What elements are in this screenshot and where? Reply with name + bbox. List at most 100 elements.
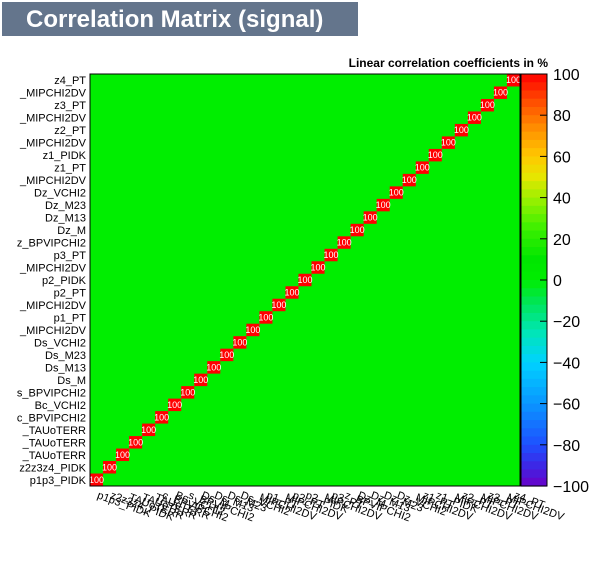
cell-value-label: 100 <box>141 425 156 435</box>
y-tick-label: _MIPCHI2DV <box>19 325 87 337</box>
colorbar-segment <box>521 74 547 83</box>
colorbar-segment <box>521 395 547 405</box>
heatmap-cell <box>506 74 520 87</box>
heatmap-cell <box>337 236 351 249</box>
heatmap-cell <box>389 186 403 199</box>
colorbar-segment <box>521 139 547 149</box>
heatmap-cell <box>493 86 507 99</box>
heatmap-cell <box>220 348 234 362</box>
cell-value-label: 100 <box>441 138 456 148</box>
z-axis-title: Linear correlation coefficients in % <box>349 56 549 70</box>
colorbar-segment <box>521 288 547 298</box>
cell-value-label: 100 <box>324 250 339 260</box>
heatmap-cell <box>415 161 429 174</box>
heatmap-cell <box>272 298 286 312</box>
y-tick-label: _MIPCHI2DV <box>19 88 87 100</box>
cell-value-label: 100 <box>219 350 234 360</box>
cell-value-label: 100 <box>311 263 326 273</box>
y-tick-label: s_BPVIPCHI2 <box>17 387 86 399</box>
heatmap-cell <box>246 323 260 337</box>
colorbar-tick-label: 80 <box>553 108 571 125</box>
colorbar-segment <box>521 403 547 413</box>
colorbar-segment <box>521 304 547 314</box>
cell-value-label: 100 <box>232 337 247 347</box>
cell-value-label: 100 <box>350 225 365 235</box>
colorbar-segment <box>521 90 547 100</box>
y-tick-label: p1p3_PIDK <box>30 475 87 487</box>
colorbar-tick-label: −80 <box>553 438 580 455</box>
colorbar-segment <box>521 263 547 273</box>
cell-value-label: 100 <box>415 163 430 173</box>
colorbar-tick-label: 60 <box>553 149 571 166</box>
y-tick-label: _MIPCHI2DV <box>19 138 87 150</box>
colorbar-segment <box>521 156 547 166</box>
heatmap-cell <box>233 336 247 349</box>
y-tick-label: Dz_M23 <box>45 200 86 212</box>
y-tick-label: Dz_VCHI2 <box>34 188 86 200</box>
colorbar-segment <box>521 444 547 454</box>
colorbar-segment <box>521 148 547 157</box>
cell-value-label: 100 <box>89 475 104 485</box>
cell-value-label: 100 <box>193 375 208 385</box>
colorbar-segment <box>521 230 547 240</box>
y-tick-label: Ds_M13 <box>45 362 86 374</box>
y-tick-label: _MIPCHI2DV <box>19 263 87 275</box>
cell-value-label: 100 <box>206 362 221 372</box>
y-tick-label: Ds_M23 <box>45 350 86 362</box>
heatmap-cell <box>155 411 169 424</box>
colorbar-segment <box>521 436 547 446</box>
colorbar-segment <box>521 82 547 92</box>
title-box: Correlation Matrix (signal) <box>2 2 358 36</box>
colorbar-segment <box>521 362 547 372</box>
cell-value-label: 100 <box>493 88 508 98</box>
colorbar-tick-label: −40 <box>553 355 580 372</box>
colorbar-segment <box>521 428 547 438</box>
x-axis-labels: p1p3_PIDKz2z3z4_PIDK_TAUoTERR_TAUoTERR_T… <box>95 489 566 524</box>
cell-value-label: 100 <box>128 437 143 447</box>
colorbar-tick-label: −100 <box>553 479 589 496</box>
cell-value-label: 100 <box>284 287 299 297</box>
colorbar-segment <box>521 469 547 479</box>
cell-value-label: 100 <box>402 175 417 185</box>
colorbar-segment <box>521 280 547 289</box>
heatmap-cell <box>376 198 390 212</box>
y-tick-label: p2_PIDK <box>42 275 87 287</box>
colorbar-segment <box>521 329 547 339</box>
colorbar-segment <box>521 420 547 429</box>
cell-value-label: 100 <box>154 412 169 422</box>
colorbar-segment <box>521 296 547 306</box>
color-bar: 100 80 60 40 20 0 −20 −40 −60 −80 −100 <box>520 67 589 496</box>
colorbar-segment <box>521 131 547 141</box>
colorbar-segment <box>521 378 547 388</box>
y-tick-label: z1_PIDK <box>43 150 87 162</box>
cell-value-label: 100 <box>454 125 469 135</box>
cell-value-label: 100 <box>389 188 404 198</box>
y-tick-label: Ds_VCHI2 <box>34 337 86 349</box>
colorbar-segment <box>521 98 547 108</box>
y-tick-label: Dz_M <box>57 225 86 237</box>
heatmap-cell <box>298 273 312 287</box>
heatmap-cell <box>324 248 338 262</box>
colorbar-segment <box>521 214 547 223</box>
colorbar-segment <box>521 312 547 322</box>
y-tick-label: _MIPCHI2DV <box>19 300 87 312</box>
colorbar-segment <box>521 181 547 190</box>
y-tick-label: _MIPCHI2DV <box>19 113 87 125</box>
colorbar-segment <box>521 477 547 487</box>
y-tick-label: _TAUoTERR <box>22 425 86 437</box>
colorbar-segment <box>521 255 547 265</box>
heatmap-cell <box>142 423 156 437</box>
heatmap-cell <box>194 373 208 387</box>
cell-value-label: 100 <box>102 462 117 472</box>
cell-value-label: 100 <box>428 150 443 160</box>
y-axis-labels: p1p3_PIDKz2z3z4_PIDK_TAUoTERR_TAUoTERR_T… <box>17 75 87 487</box>
colorbar-tick-label: 40 <box>553 191 571 208</box>
colorbar-segment <box>521 222 547 232</box>
colorbar-segment <box>521 337 547 347</box>
cell-value-label: 100 <box>167 400 182 410</box>
plot-frame <box>89 73 521 487</box>
heatmap-cell <box>116 448 130 462</box>
y-tick-label: _TAUoTERR <box>22 450 86 462</box>
chart-title: Correlation Matrix (signal) <box>26 6 324 33</box>
colorbar-segment <box>521 387 547 396</box>
